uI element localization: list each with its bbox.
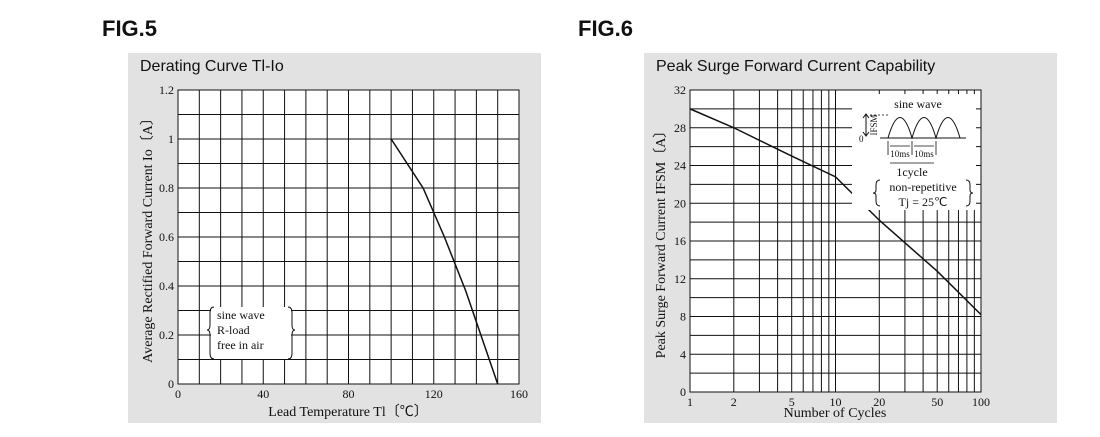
tick-labels-5: 0 40 80 120 160 0 0.2 0.4 0.6 0.8 1 1.2 xyxy=(159,83,528,401)
y-tick-label: 32 xyxy=(674,83,686,97)
x-tick-label: 160 xyxy=(510,387,528,401)
x-tick-label: 80 xyxy=(343,387,355,401)
fig6-panel: 1 2 5 10 20 50 100 0 4 8 12 16 20 24 28 32 sine wave IF… xyxy=(644,53,1057,423)
fig6-title: Peak Surge Forward Current Capability xyxy=(656,58,936,75)
y-tick-label: 24 xyxy=(674,159,686,173)
x-tick-label: 2 xyxy=(731,395,737,409)
y-tick-label: 1 xyxy=(168,132,174,146)
annotation-line-3: free in air xyxy=(217,338,264,352)
inset-title: sine wave xyxy=(894,97,942,111)
x-tick-label: 5 xyxy=(789,395,795,409)
inset-period-1: 10ms xyxy=(890,149,910,159)
y-tick-label: 0.6 xyxy=(159,230,174,244)
fig6-label: FIG.6 xyxy=(578,16,634,41)
derating-chart: 0 40 80 120 160 0 0.2 0.4 0.6 0.8 1 1.2 sine wave R… xyxy=(140,83,528,420)
fig5-panel: 0 40 80 120 160 0 0.2 0.4 0.6 0.8 1 1.2 sine wave R… xyxy=(128,53,541,423)
inset-period-2: 10ms xyxy=(914,149,934,159)
inset-note-1: non-repetitive xyxy=(889,180,956,194)
y-tick-label: 0 xyxy=(168,377,174,391)
y-tick-label: 28 xyxy=(674,121,686,135)
x-tick-label: 1 xyxy=(687,395,693,409)
inset-cycle: 1cycle xyxy=(896,165,927,179)
y-axis-label-5: Average Rectified Forward Current Io〔A〕 xyxy=(140,111,156,363)
x-tick-label: 40 xyxy=(257,387,269,401)
surge-curve xyxy=(689,108,982,316)
x-axis-label-5: Lead Temperature Tl〔℃〕 xyxy=(268,404,427,420)
y-tick-label: 16 xyxy=(674,234,686,248)
x-tick-label: 100 xyxy=(972,395,990,409)
x-tick-label: 20 xyxy=(873,395,885,409)
x-tick-label: 120 xyxy=(425,387,443,401)
y-tick-label: 0 xyxy=(680,385,686,399)
x-tick-label: 0 xyxy=(175,387,181,401)
derating-curve xyxy=(390,138,499,385)
conditions-box: sine wave R-load free in air xyxy=(206,306,296,360)
y-tick-label: 1.2 xyxy=(159,83,174,97)
x-tick-label: 50 xyxy=(931,395,943,409)
sine-wave-inset: sine wave IFSM 0 10ms 10ms 1cycle non-re… xyxy=(852,94,976,210)
fig5-title: Derating Curve Tl-Io xyxy=(140,58,284,75)
fig5-label: FIG.5 xyxy=(102,16,158,41)
y-tick-label: 12 xyxy=(674,272,686,286)
annotation-line-1: sine wave xyxy=(217,308,265,322)
inset-note-2: Tj = 25℃ xyxy=(899,195,948,209)
y-tick-label: 4 xyxy=(680,347,686,361)
x-axis-label-6: Number of Cycles xyxy=(784,406,887,421)
annotation-line-2: R-load xyxy=(217,323,250,337)
y-tick-label: 8 xyxy=(680,310,686,324)
y-axis-label-6: Peak Surge Forward Current IFSM〔A〕 xyxy=(653,124,669,359)
x-tick-label: 10 xyxy=(830,395,842,409)
inset-ylabel: IFSM xyxy=(869,114,879,135)
inset-zero: 0 xyxy=(859,134,864,144)
y-tick-label: 20 xyxy=(674,196,686,210)
y-tick-label: 0.8 xyxy=(159,181,174,195)
y-tick-label: 0.4 xyxy=(159,279,174,293)
y-tick-label: 0.2 xyxy=(159,328,174,342)
